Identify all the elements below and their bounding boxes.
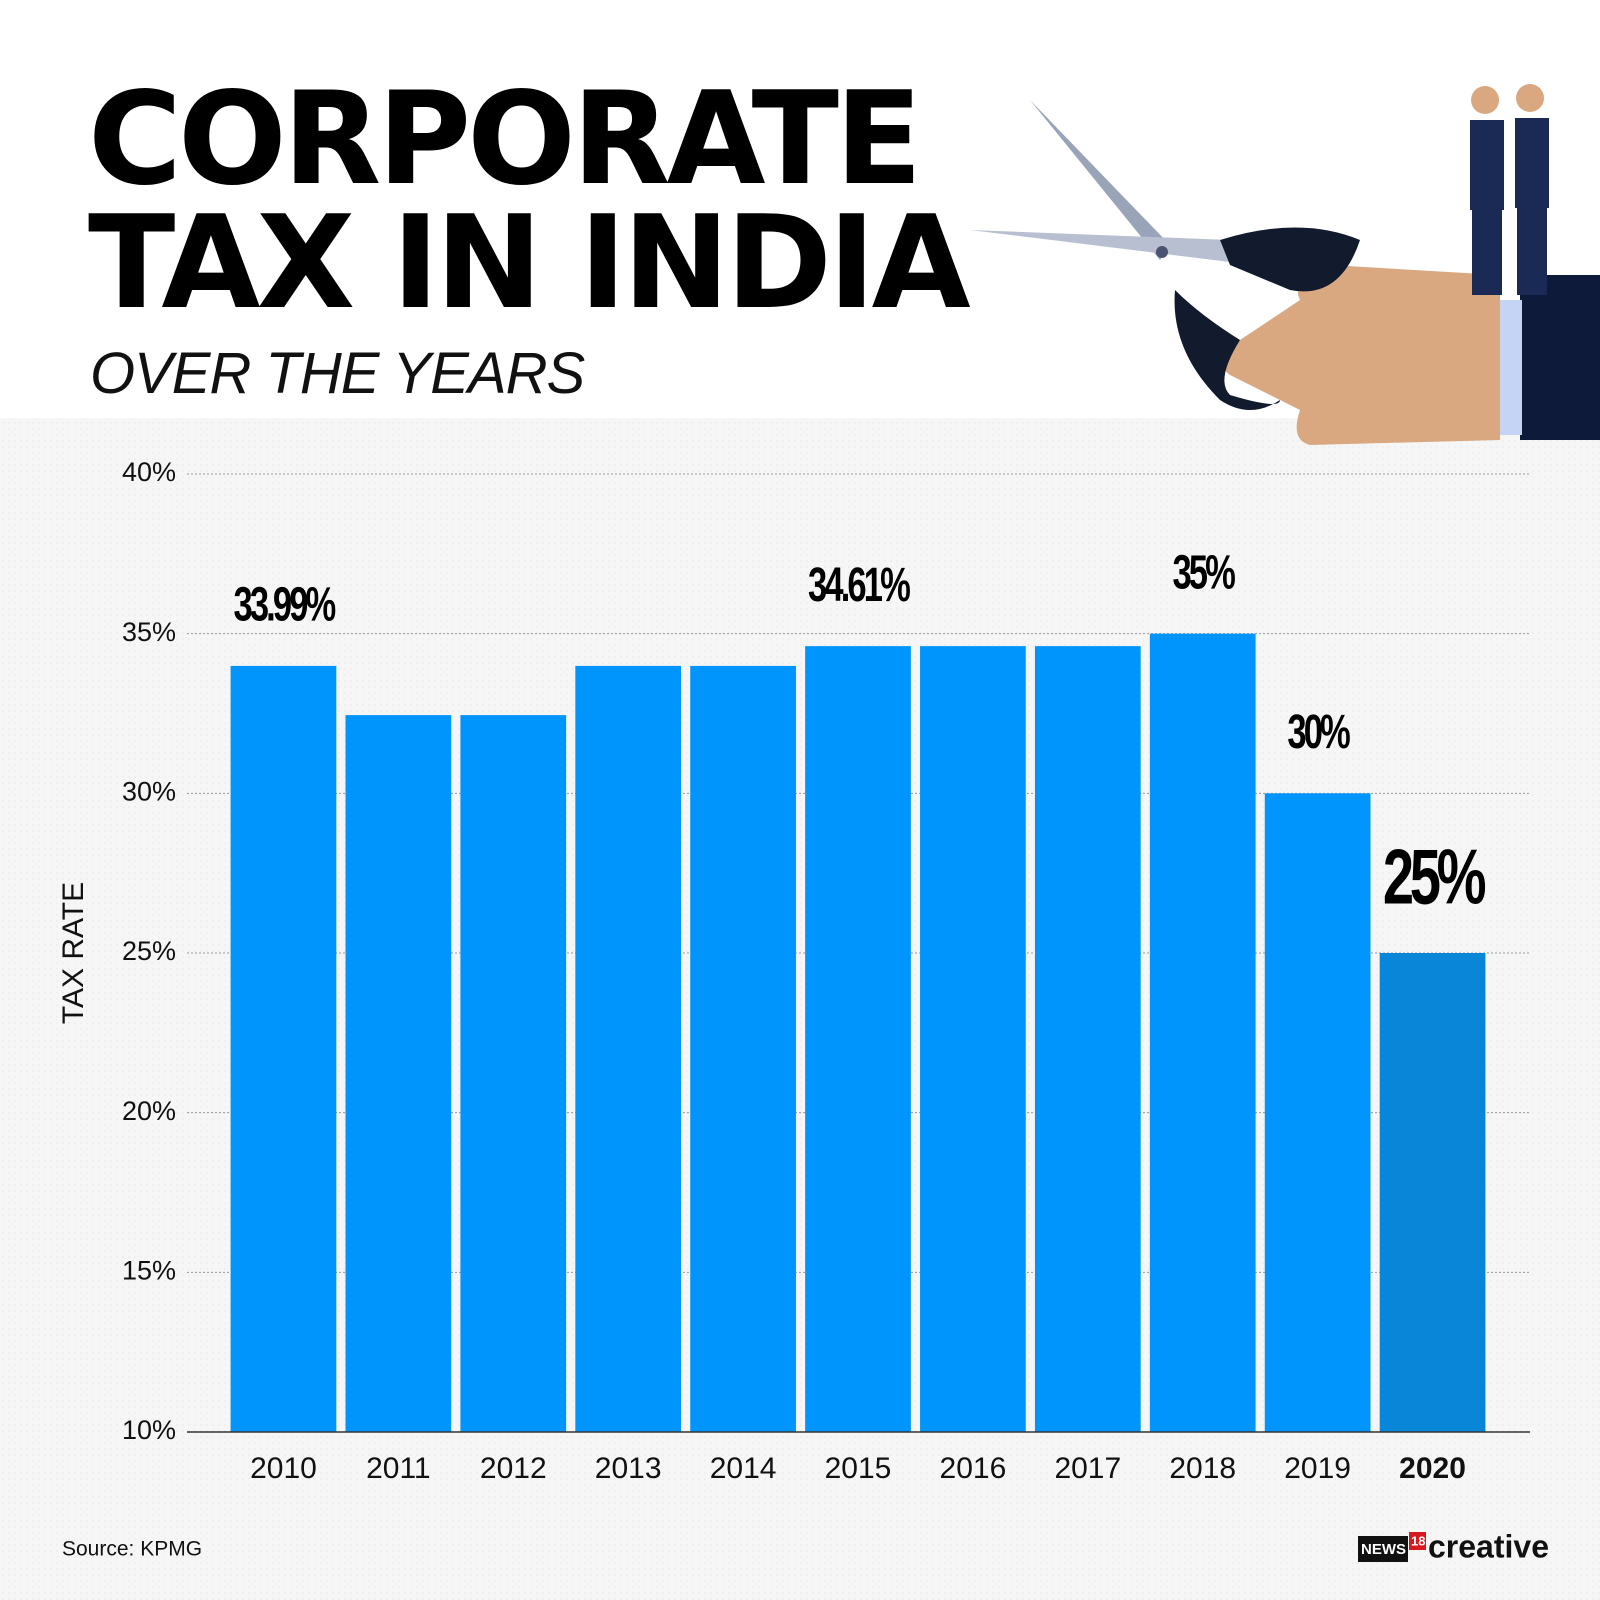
y-tick-label: 20% <box>122 1096 176 1126</box>
logo-news: NEWS <box>1361 1541 1406 1558</box>
title: CORPORATE TAX IN INDIA <box>88 65 971 338</box>
bar <box>920 646 1026 1432</box>
source: Source: KPMG <box>62 1538 202 1561</box>
bar <box>1264 793 1371 1432</box>
x-tick-label: 2017 <box>1054 1452 1121 1485</box>
value-label: 30% <box>1287 704 1350 758</box>
bar <box>345 715 452 1432</box>
x-tick-label: 2011 <box>366 1452 431 1485</box>
x-tick-label: 2016 <box>940 1452 1007 1485</box>
y-axis-label: TAX RATE <box>57 882 90 1024</box>
x-tick-label: 2018 <box>1169 1452 1236 1485</box>
subtitle: OVER THE YEARS <box>90 341 585 406</box>
y-tick-label: 35% <box>122 617 176 647</box>
bar <box>690 665 796 1432</box>
logo-word: creative <box>1428 1528 1549 1564</box>
x-tick-label: 2013 <box>595 1452 662 1485</box>
y-tick-label: 40% <box>122 457 176 487</box>
y-tick-label: 25% <box>122 936 176 966</box>
x-tick-label: 2020 <box>1399 1452 1466 1485</box>
bar <box>1034 646 1141 1432</box>
bar <box>230 665 337 1432</box>
bar <box>575 665 682 1432</box>
bar <box>805 646 911 1432</box>
value-label: 35% <box>1172 545 1235 599</box>
x-tick-label: 2014 <box>710 1452 777 1485</box>
x-tick-label: 2010 <box>250 1452 317 1485</box>
value-label: 34.61% <box>808 557 911 611</box>
x-tick-label: 2012 <box>480 1452 547 1485</box>
y-tick-label: 15% <box>122 1255 176 1285</box>
y-tick-label: 30% <box>122 776 176 806</box>
bar <box>1379 953 1486 1432</box>
y-tick-label: 10% <box>122 1415 176 1445</box>
illustration <box>970 84 1600 445</box>
x-tick-label: 2019 <box>1284 1452 1351 1485</box>
bar <box>460 715 567 1432</box>
logo-num: 18 <box>1411 1533 1425 1548</box>
value-label: 25% <box>1383 834 1486 921</box>
x-tick-label: 2015 <box>825 1452 892 1485</box>
bar <box>1149 633 1256 1432</box>
value-label: 33.99% <box>234 577 337 631</box>
logo: NEWS 18 creative <box>1358 1528 1549 1564</box>
